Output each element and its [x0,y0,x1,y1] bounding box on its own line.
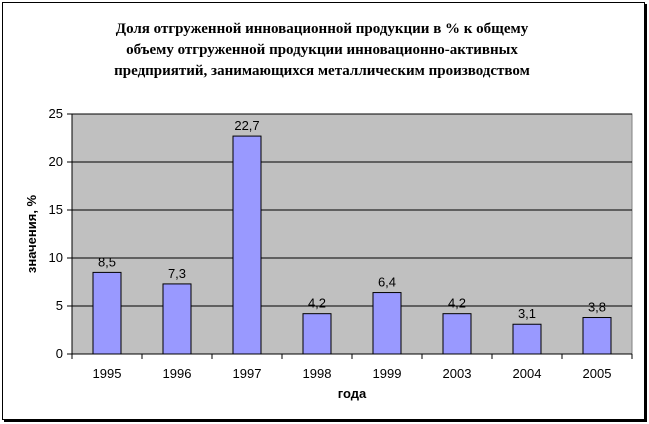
y-tick-label: 5 [56,298,63,313]
y-tick-label: 15 [49,202,63,217]
x-axis-ticks: 1995 1996 1997 1998 1999 2003 2004 2005 [71,354,633,381]
chart-title: Доля отгруженной инновационной продукции… [114,21,530,79]
x-tick-label-2005: 2005 [583,366,612,381]
x-tick-label-2004: 2004 [513,366,542,381]
data-label-1997: 22,7 [234,118,259,133]
chart-title-line-3: предприятий, занимающихся металлическим … [114,63,530,79]
data-label-1996: 7,3 [168,266,186,281]
data-label-2003: 4,2 [448,296,466,311]
bars [92,135,612,355]
bar-2004 [512,323,542,355]
y-tick-label: 20 [49,154,63,169]
bar-1998 [302,313,332,355]
x-tick-label-1997: 1997 [233,366,262,381]
x-tick-label-1996: 1996 [163,366,192,381]
y-axis-title: значения, % [24,194,39,273]
y-tick-label: 10 [49,250,63,265]
y-axis-ticks: 0 5 10 15 20 25 [49,106,72,361]
bar-1995 [92,271,122,355]
data-label-1995: 8,5 [98,254,116,269]
x-axis-title: года [338,386,367,401]
x-tick-label-1995: 1995 [93,366,122,381]
data-label-2004: 3,1 [518,306,536,321]
plot-area [71,113,633,355]
data-label-1998: 4,2 [308,296,326,311]
y-tick-label: 0 [56,346,63,361]
chart-title-line-1: Доля отгруженной инновационной продукции… [116,21,529,37]
y-tick-label: 25 [49,106,63,121]
bar-2005 [582,317,612,355]
x-tick-label-1999: 1999 [373,366,402,381]
x-tick-label-2003: 2003 [443,366,472,381]
bar-1996 [162,283,192,355]
x-tick-label-1998: 1998 [303,366,332,381]
data-label-1999: 6,4 [378,275,396,290]
chart-title-line-2: объему отгруженной продукции инновационн… [126,42,518,58]
bar-1997 [232,135,262,355]
bar-1999 [372,292,402,355]
data-label-2005: 3,8 [588,300,606,315]
data-labels: 8,5 7,3 22,7 4,2 6,4 4,2 3,1 3,8 [98,118,606,321]
bar-2003 [442,313,472,355]
